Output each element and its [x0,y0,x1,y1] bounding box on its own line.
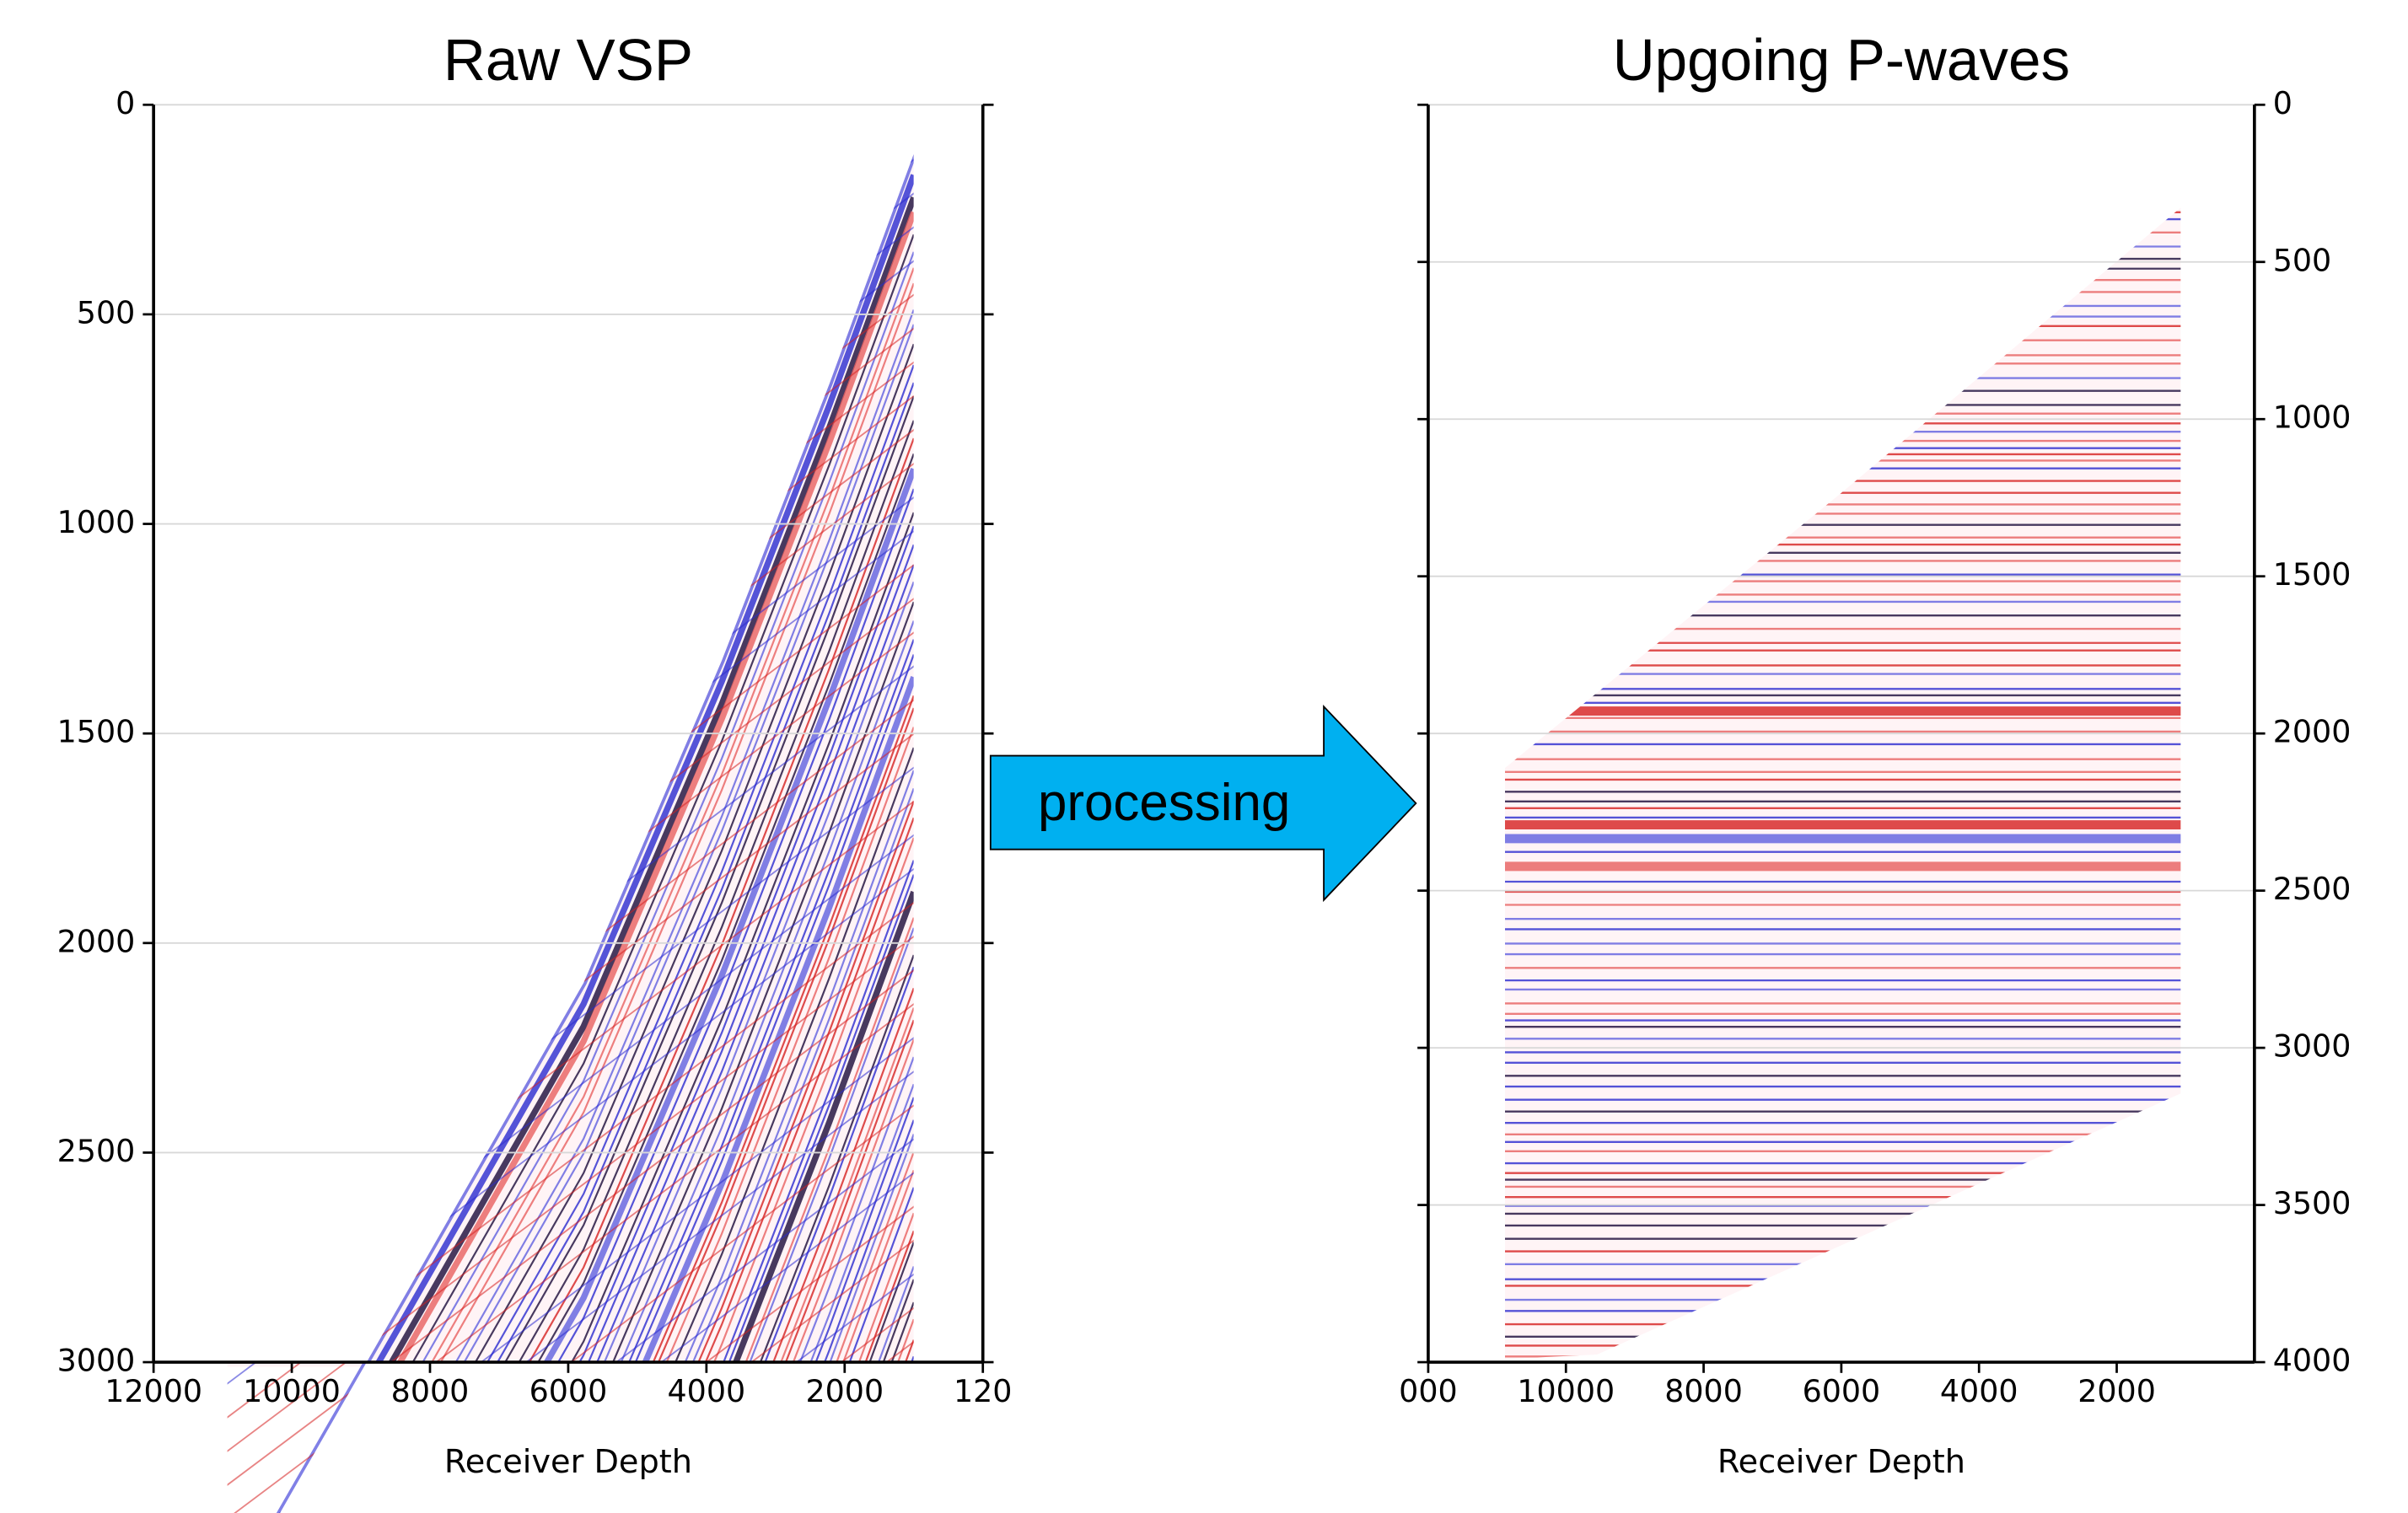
event-line [227,420,914,1513]
y-tick-label: 1000 [57,504,136,540]
x-tick-label: 2000 [2077,1373,2156,1409]
image-background [1505,207,2181,1360]
y-tick-label: 500 [2273,242,2332,278]
event-line [227,1038,914,1513]
y-tick-label: 3500 [2273,1185,2352,1221]
y-tick-label: 500 [77,294,136,330]
x-tick-label: 12000 [105,1373,202,1409]
upgoing-line [227,963,914,1495]
event-line [227,1019,914,1513]
y-tick-label: 2000 [57,923,136,959]
event-line [227,525,914,1513]
y-tick-label: 3000 [57,1343,136,1379]
x-tick-label: 8000 [391,1373,470,1409]
event-line [227,581,914,1513]
event-line [227,1151,914,1513]
event-line [227,917,914,1513]
upgoing-line [227,930,914,1462]
event-line [227,654,914,1513]
event-line [227,927,914,1513]
x-axis-label: Receiver Depth [444,1443,692,1481]
event-line [227,890,914,1513]
x-axis-label: Receiver Depth [1717,1443,1965,1481]
event-line [227,874,914,1513]
seismic-image [1505,207,2181,1360]
x-tick-label: 8000 [1664,1373,1743,1409]
y-tick-label: 4000 [2273,1343,2352,1379]
event-line [227,987,914,1513]
x-tick-label: 6000 [1803,1373,1881,1409]
processing-arrow [989,705,1417,903]
chart-title: Raw VSP [443,27,693,93]
y-tick-label: 2000 [2273,714,2352,750]
y-tick-label: 1500 [57,714,136,750]
event-line [227,1083,914,1513]
event-line [227,620,914,1513]
x-tick-label: 120 [954,1373,1013,1409]
event-line [227,639,914,1513]
event-line [227,954,914,1513]
x-tick-label: 4000 [668,1373,746,1409]
event-line [227,1134,914,1513]
y-tick-label: 3000 [2273,1028,2352,1065]
y-tick-label: 2500 [2273,871,2352,907]
chart-title: Upgoing P-waves [1613,27,2070,93]
event-line [227,488,914,1513]
event-line [227,676,914,1513]
event-line [227,1056,914,1513]
event-line [227,364,914,1513]
x-tick-label: 2000 [805,1373,884,1409]
event-line [227,1007,914,1513]
y-tick-label: 0 [2273,85,2292,121]
x-tick-label: 000 [1399,1373,1458,1409]
event-line [227,512,914,1513]
y-tick-label: 1000 [2273,400,2352,436]
event-line [227,1097,914,1513]
event-line [227,343,914,1513]
x-tick-label: 6000 [529,1373,608,1409]
y-tick-label: 1500 [2273,556,2352,593]
upgoing-line [227,1504,914,1513]
event-line [227,860,914,1513]
x-tick-label: 4000 [1940,1373,2018,1409]
event-line [227,453,914,1513]
x-tick-label: 10000 [1517,1373,1615,1409]
event-line [227,468,914,1513]
event-line [227,153,914,1513]
seismic-image [227,153,914,1513]
event-line [227,382,914,1513]
y-tick-label: 2500 [57,1133,136,1169]
annotation: processing [1038,774,1290,832]
upgoing-line [227,1268,914,1513]
event-line [227,544,914,1513]
event-line [227,437,914,1513]
event-line [227,601,914,1513]
y-tick-label: 0 [116,85,135,121]
x-tick-label: 10000 [243,1373,341,1409]
event-line [227,1119,914,1513]
